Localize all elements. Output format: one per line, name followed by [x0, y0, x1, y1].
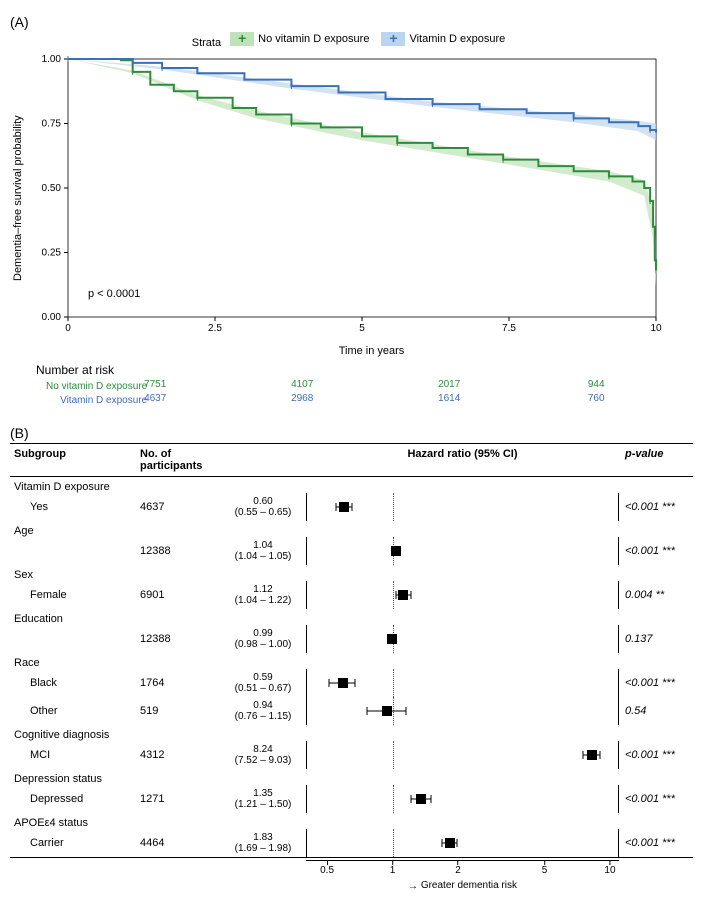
figure: (A) Strata No vitamin D exposure Vitamin … — [10, 14, 693, 891]
risk-cell: 4107 — [291, 379, 313, 390]
x-axis-label: Time in years — [50, 345, 693, 357]
legend: Strata No vitamin D exposure Vitamin D ex… — [10, 32, 693, 49]
km-plot-svg: 0.00 0.25 0.50 0.75 1.00 0 2.5 5 7.5 10 p < 0.0001 — [26, 53, 666, 343]
panel-a-label: (A) — [10, 14, 693, 30]
risk-row-label: Vitamin D exposure — [10, 395, 155, 406]
svg-text:5: 5 — [359, 323, 365, 334]
risk-cell: 4637 — [144, 393, 166, 404]
risk-cell: 944 — [588, 379, 605, 390]
forest-header: Subgroup No. of participants Hazard rati… — [10, 443, 693, 477]
forest-plot: (B) Subgroup No. of participants Hazard … — [10, 425, 693, 891]
km-chart: Dementia–free survival probability 0.000… — [10, 53, 693, 343]
forest-group-label: Education — [10, 609, 693, 625]
header-subgroup: Subgroup — [10, 448, 140, 460]
header-p: p-value — [619, 448, 693, 460]
forest-group-label: Vitamin D exposure — [10, 477, 693, 493]
risk-cell: 2017 — [438, 379, 460, 390]
svg-text:0: 0 — [65, 323, 71, 334]
svg-text:0.50: 0.50 — [42, 183, 62, 194]
svg-text:0.75: 0.75 — [42, 119, 62, 130]
forest-group-label: Age — [10, 521, 693, 537]
forest-data-row: Yes46370.60(0.55 – 0.65)<0.001 *** — [10, 493, 693, 521]
risk-cell: 760 — [588, 393, 605, 404]
header-hr: Hazard ratio (95% CI) — [306, 448, 619, 460]
svg-text:0.00: 0.00 — [42, 312, 62, 323]
forest-data-row: Carrier44641.83(1.69 – 1.98)<0.001 *** — [10, 829, 693, 857]
svg-text:p < 0.0001: p < 0.0001 — [88, 288, 140, 300]
svg-text:1.00: 1.00 — [42, 54, 62, 65]
forest-data-row: Other5190.94(0.76 – 1.15)0.54 — [10, 697, 693, 725]
panel-b-label: (B) — [10, 425, 693, 441]
risk-row-label: No vitamin D exposure — [10, 381, 155, 392]
forest-group-label: Race — [10, 653, 693, 669]
risk-cell: 2968 — [291, 393, 313, 404]
forest-group-label: APOEε4 status — [10, 813, 693, 829]
arrow-icon: → — [408, 881, 418, 892]
risk-cell: 1614 — [438, 393, 460, 404]
legend-item-label: Vitamin D exposure — [409, 33, 505, 45]
forest-data-row: 123880.99(0.98 – 1.00)0.137 — [10, 625, 693, 653]
legend-title: Strata — [192, 37, 221, 49]
forest-rows: Vitamin D exposureYes46370.60(0.55 – 0.6… — [10, 477, 693, 858]
forest-group-label: Sex — [10, 565, 693, 581]
svg-text:2.5: 2.5 — [208, 323, 222, 334]
forest-x-axis: 0.512510 — [306, 860, 619, 878]
forest-data-row: Female69011.12(1.04 – 1.22)0.004 ** — [10, 581, 693, 609]
risk-table-title: Number at risk — [36, 363, 693, 377]
svg-text:7.5: 7.5 — [502, 323, 516, 334]
forest-data-row: Depressed12711.35(1.21 – 1.50)<0.001 *** — [10, 785, 693, 813]
svg-text:0.25: 0.25 — [42, 248, 62, 259]
forest-data-row: 123881.04(1.04 – 1.05)<0.001 *** — [10, 537, 693, 565]
y-axis-label: Dementia–free survival probability — [10, 53, 26, 343]
header-n: No. of participants — [140, 448, 220, 472]
svg-text:10: 10 — [650, 323, 662, 334]
risk-table: Number at risk No vitamin D exposure7751… — [10, 363, 693, 407]
forest-data-row: MCI43128.24(7.52 – 9.03)<0.001 *** — [10, 741, 693, 769]
risk-cell: 7751 — [144, 379, 166, 390]
forest-group-label: Cognitive diagnosis — [10, 725, 693, 741]
forest-caption: → Greater dementia risk — [306, 880, 619, 891]
legend-item-label: No vitamin D exposure — [258, 33, 369, 45]
forest-group-label: Depression status — [10, 769, 693, 785]
forest-data-row: Black17640.59(0.51 – 0.67)<0.001 *** — [10, 669, 693, 697]
